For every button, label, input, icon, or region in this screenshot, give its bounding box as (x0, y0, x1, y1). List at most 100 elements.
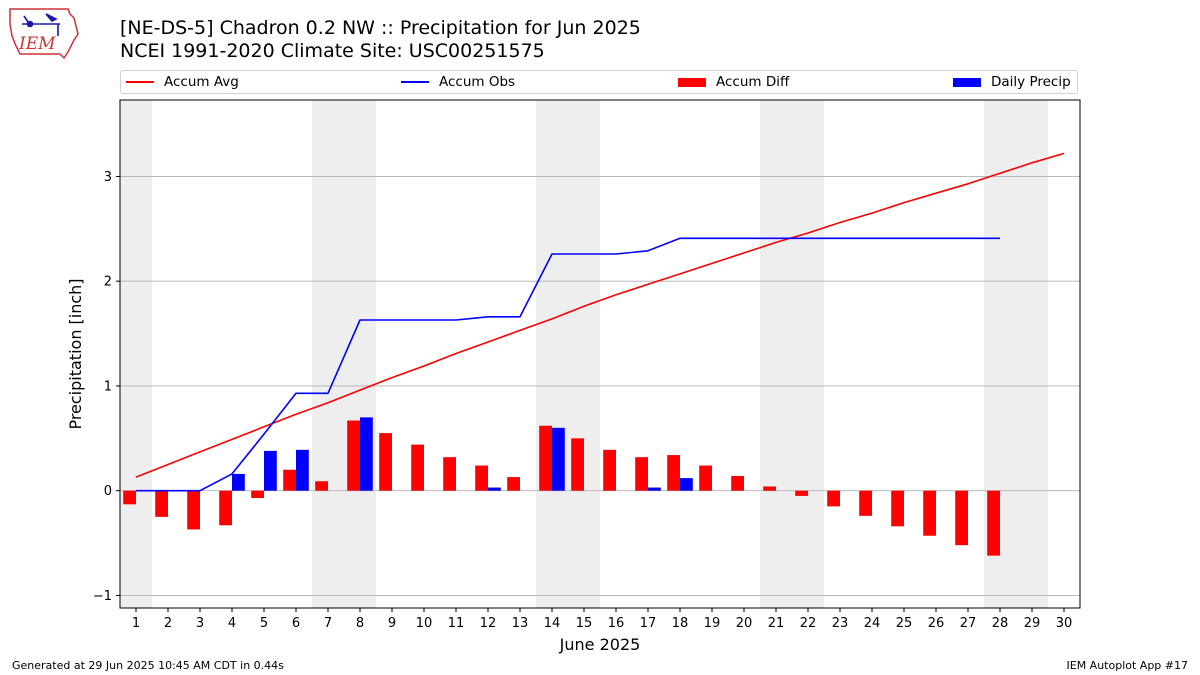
chart-subtitle: NCEI 1991-2020 Climate Site: USC00251575 (120, 40, 545, 62)
bar-daily-precip-day-4 (232, 473, 245, 491)
bar-daily-precip-day-6 (296, 449, 309, 491)
x-tick-label-30: 30 (1056, 616, 1073, 631)
weekend-band-day-22 (792, 100, 824, 608)
weather-station-icon (22, 13, 60, 36)
x-tick-label-2: 2 (164, 616, 172, 631)
bar-accum-diff-day-1 (123, 490, 136, 505)
bar-accum-diff-day-26 (923, 490, 936, 536)
weekend-band-day-7 (312, 100, 344, 608)
legend-label-accum-obs: Accum Obs (439, 74, 516, 90)
x-tick-label-24: 24 (864, 616, 881, 631)
bar-accum-diff-day-22 (795, 490, 808, 496)
y-gridlines (120, 176, 1080, 596)
x-tick-label-29: 29 (1024, 616, 1041, 631)
y-tick-label-2: 2 (104, 275, 112, 290)
x-tick-label-9: 9 (388, 616, 396, 631)
bar-accum-diff-day-10 (411, 444, 424, 491)
x-tick-label-26: 26 (928, 616, 945, 631)
bar-accum-diff-day-25 (891, 490, 904, 527)
x-tick-label-1: 1 (132, 616, 140, 631)
y-axis-label: Precipitation [inch] (66, 278, 85, 429)
legend-label-daily-precip: Daily Precip (991, 74, 1071, 90)
legend-swatch-daily-precip (953, 77, 981, 87)
legend-item-accum-diff: Accum Diff (678, 71, 789, 93)
bar-accum-diff-day-9 (379, 433, 392, 491)
x-tick-label-17: 17 (640, 616, 657, 631)
line-accum-obs (136, 237, 1000, 492)
chart-title: [NE-DS-5] Chadron 0.2 NW :: Precipitatio… (120, 17, 641, 39)
y-tick-label-1: 1 (104, 379, 112, 394)
weekend-band-day-8 (344, 100, 376, 608)
bar-accum-diff-day-7 (315, 481, 328, 491)
x-tick-label-22: 22 (800, 616, 817, 631)
weekend-band-day-29 (1016, 100, 1048, 608)
x-tick-label-25: 25 (896, 616, 913, 631)
line-accum-avg (135, 152, 1065, 478)
x-tick-label-8: 8 (356, 616, 364, 631)
footer-generated: Generated at 29 Jun 2025 10:45 AM CDT in… (12, 659, 284, 672)
weekend-band-day-14 (536, 100, 568, 608)
x-tick-label-7: 7 (324, 616, 332, 631)
legend-item-accum-avg: Accum Avg (126, 71, 239, 93)
bar-accum-diff-day-15 (571, 438, 584, 491)
legend-label-accum-avg: Accum Avg (164, 74, 239, 90)
x-axis-label: June 2025 (559, 635, 641, 654)
legend-swatch-accum-diff (678, 77, 706, 87)
x-tick-label-16: 16 (608, 616, 625, 631)
legend: Accum Avg Accum Obs Accum Diff Daily Pre… (120, 70, 1078, 94)
x-tick-label-5: 5 (260, 616, 268, 631)
weekend-band-day-21 (760, 100, 792, 608)
bar-accum-diff-day-13 (507, 477, 520, 491)
bar-accum-diff-day-19 (699, 465, 712, 491)
axes (119, 99, 1081, 609)
bars (123, 417, 1000, 556)
bar-accum-diff-day-6 (283, 469, 296, 491)
legend-swatch-accum-obs (401, 81, 429, 83)
bar-daily-precip-day-18 (680, 478, 693, 491)
logo-text: IEM (18, 34, 56, 54)
bar-accum-diff-day-12 (475, 465, 488, 491)
bar-accum-diff-day-23 (827, 490, 840, 507)
plot-frame (119, 99, 1081, 609)
x-tick-label-27: 27 (960, 616, 977, 631)
x-tick-label-3: 3 (196, 616, 204, 631)
bar-accum-diff-day-28 (987, 490, 1000, 556)
bar-daily-precip-day-12 (488, 487, 501, 491)
x-tick-label-15: 15 (576, 616, 593, 631)
bar-accum-diff-day-11 (443, 457, 456, 491)
y-tick-label-3: 3 (104, 170, 112, 185)
bar-accum-diff-day-20 (731, 476, 744, 491)
bar-daily-precip-day-17 (648, 487, 661, 491)
iem-logo: IEM (9, 8, 79, 60)
x-tick-label-4: 4 (228, 616, 236, 631)
legend-item-daily-precip: Daily Precip (953, 71, 1071, 93)
bar-accum-diff-day-18 (667, 455, 680, 491)
x-tick-label-20: 20 (736, 616, 753, 631)
footer-app: IEM Autoplot App #17 (1066, 659, 1189, 672)
x-tick-label-11: 11 (448, 616, 465, 631)
legend-label-accum-diff: Accum Diff (716, 74, 790, 90)
bar-accum-diff-day-16 (603, 449, 616, 491)
x-tick-label-10: 10 (416, 616, 433, 631)
bar-accum-diff-day-2 (155, 490, 168, 517)
weekend-band-day-15 (568, 100, 600, 608)
y-tick-label--1: −1 (93, 589, 112, 604)
lines (135, 152, 1065, 492)
x-tick-label-23: 23 (832, 616, 849, 631)
bar-accum-diff-day-21 (763, 486, 776, 491)
bar-daily-precip-day-5 (264, 450, 277, 491)
bar-accum-diff-day-24 (859, 490, 872, 516)
bar-daily-precip-day-8 (360, 417, 373, 491)
bar-accum-diff-day-27 (955, 490, 968, 546)
x-tick-label-12: 12 (480, 616, 497, 631)
legend-item-accum-obs: Accum Obs (401, 71, 515, 93)
x-tick-label-28: 28 (992, 616, 1009, 631)
bar-accum-diff-day-4 (219, 490, 232, 526)
bar-daily-precip-day-14 (552, 427, 565, 491)
bar-accum-diff-day-3 (187, 490, 200, 530)
x-tick-label-13: 13 (512, 616, 529, 631)
bar-accum-diff-day-14 (539, 425, 552, 491)
bar-accum-diff-day-5 (251, 490, 264, 499)
